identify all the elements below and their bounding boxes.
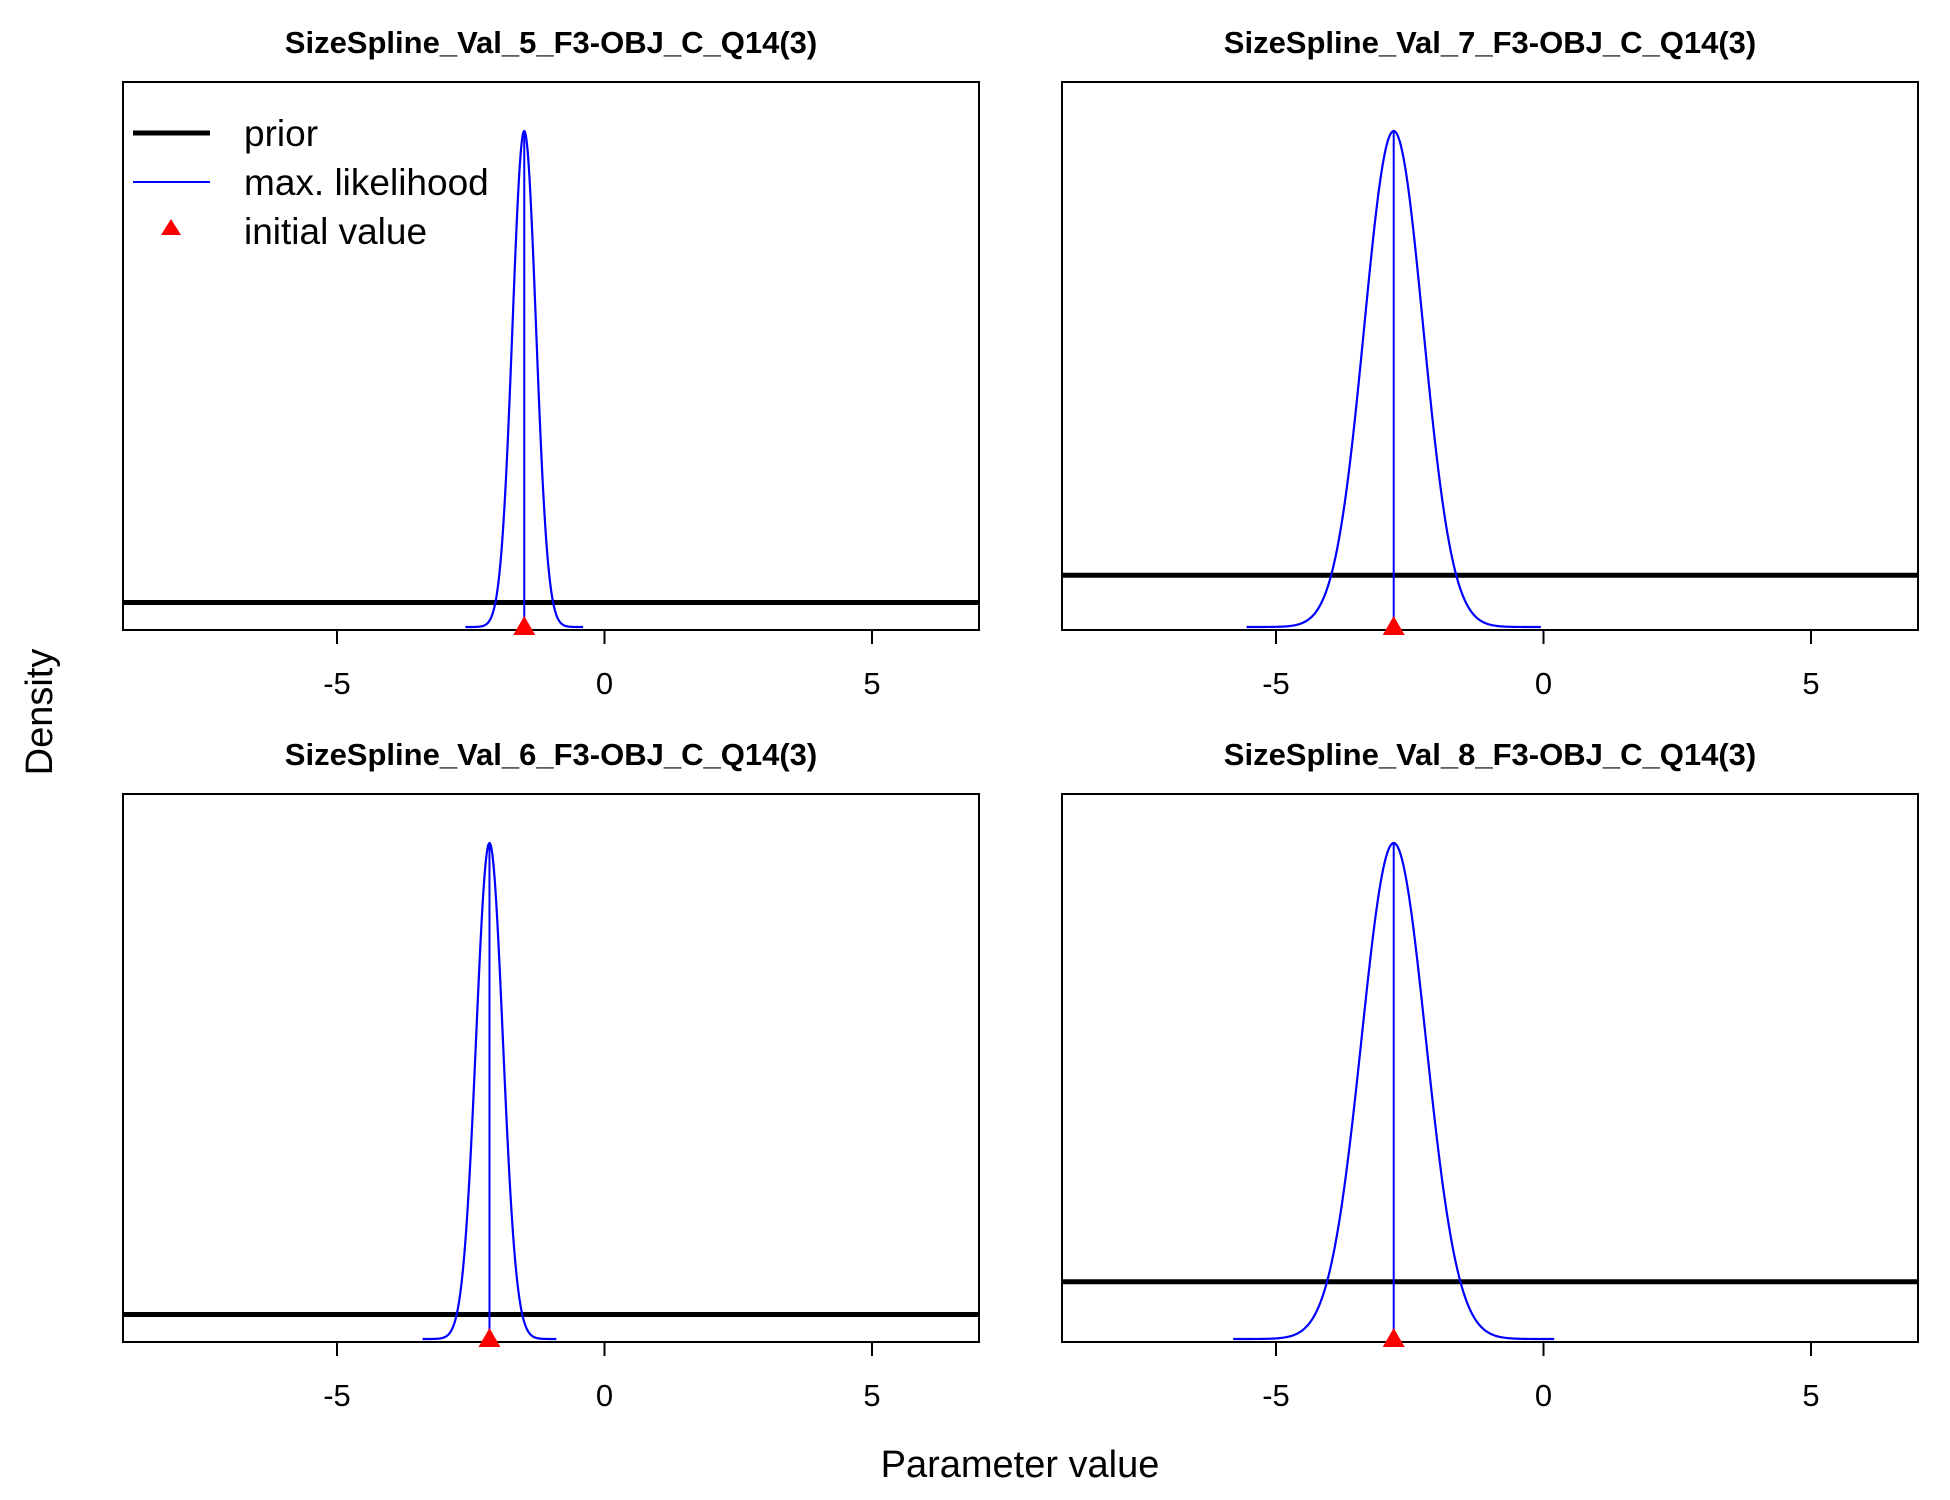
x-tick-label: -5 bbox=[323, 666, 351, 701]
x-tick-label: -5 bbox=[323, 1378, 351, 1413]
legend-initial-value-swatch bbox=[161, 219, 181, 235]
x-axis-label: Parameter value bbox=[881, 1444, 1160, 1486]
panel-title: SizeSpline_Val_5_F3-OBJ_C_Q14(3) bbox=[285, 25, 817, 60]
panel-frame bbox=[1061, 793, 1919, 1343]
panel-frame bbox=[1061, 81, 1919, 631]
panel-1: SizeSpline_Val_5_F3-OBJ_C_Q14(3) -5 0 5 bbox=[122, 25, 980, 701]
x-tick-label: 0 bbox=[596, 1378, 613, 1413]
panel-title: SizeSpline_Val_6_F3-OBJ_C_Q14(3) bbox=[285, 737, 817, 772]
plot-area bbox=[1062, 841, 1918, 1341]
x-tick-label: 5 bbox=[863, 666, 880, 701]
initial-value-marker bbox=[1382, 1328, 1405, 1347]
plot-area bbox=[1062, 129, 1918, 629]
plot-area bbox=[123, 841, 979, 1341]
x-tick-label: 0 bbox=[1535, 666, 1552, 701]
panels: SizeSpline_Val_5_F3-OBJ_C_Q14(3)-5 0 5Size… bbox=[122, 25, 1919, 1413]
legend-initial-value-label: initial value bbox=[244, 211, 427, 252]
panel-4: SizeSpline_Val_8_F3-OBJ_C_Q14(3) -5 0 5 bbox=[1061, 737, 1919, 1413]
x-tick-label: 0 bbox=[1535, 1378, 1552, 1413]
legend: prior max. likelihood initial value bbox=[133, 113, 489, 252]
panel-frame bbox=[122, 81, 980, 631]
x-tick-label: 5 bbox=[1802, 1378, 1819, 1413]
initial-value-marker bbox=[513, 616, 536, 635]
panel-title: SizeSpline_Val_7_F3-OBJ_C_Q14(3) bbox=[1224, 25, 1756, 60]
panel-frame bbox=[122, 793, 980, 1343]
x-tick-label: 0 bbox=[596, 666, 613, 701]
panel-title: SizeSpline_Val_8_F3-OBJ_C_Q14(3) bbox=[1224, 737, 1756, 772]
initial-value-marker bbox=[1382, 616, 1405, 635]
plot-area bbox=[123, 129, 979, 629]
y-axis-label: Density bbox=[19, 649, 61, 776]
legend-prior-label: prior bbox=[244, 113, 318, 154]
initial-value-marker bbox=[478, 1328, 501, 1347]
panel-3: SizeSpline_Val_6_F3-OBJ_C_Q14(3) -5 0 5 bbox=[122, 737, 980, 1413]
x-tick-label: 5 bbox=[1802, 666, 1819, 701]
x-tick-label: 5 bbox=[863, 1378, 880, 1413]
x-tick-label: -5 bbox=[1262, 1378, 1290, 1413]
panel-2: SizeSpline_Val_7_F3-OBJ_C_Q14(3) -5 0 5 bbox=[1061, 25, 1919, 701]
legend-max-likelihood-label: max. likelihood bbox=[244, 162, 489, 203]
x-tick-label: -5 bbox=[1262, 666, 1290, 701]
